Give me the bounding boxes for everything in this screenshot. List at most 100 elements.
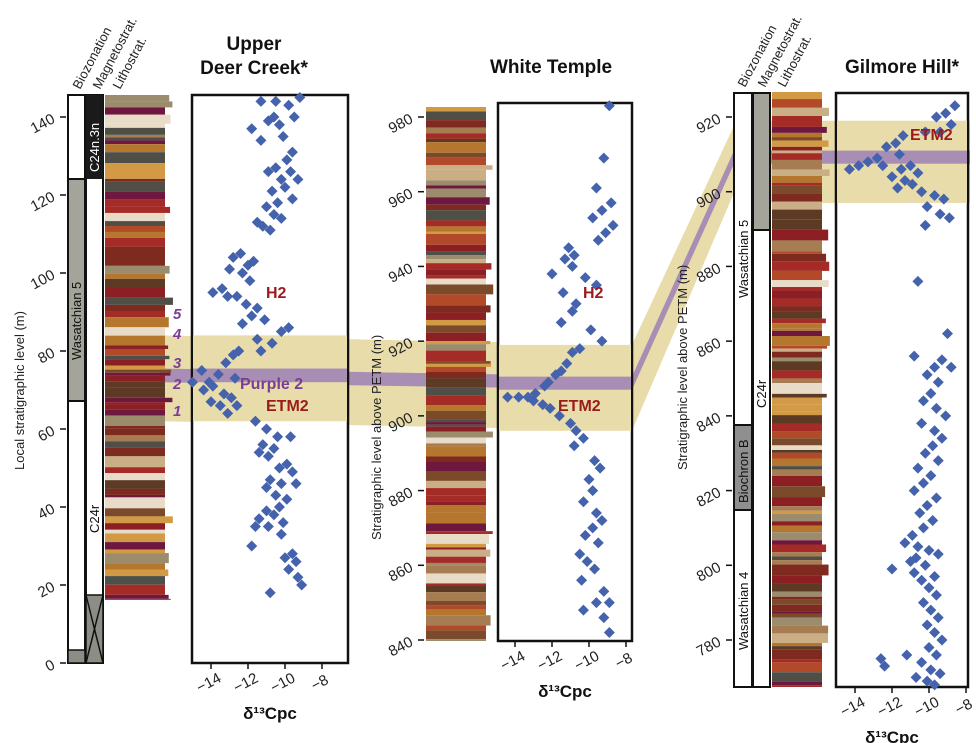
data-point xyxy=(261,201,272,213)
litho-wt-layer xyxy=(426,505,486,513)
data-point xyxy=(923,582,935,594)
litho-gh-layer xyxy=(772,556,822,561)
data-point xyxy=(285,166,297,178)
litho-gh-layer xyxy=(772,591,822,597)
data-point xyxy=(275,212,287,224)
litho-gh-layer xyxy=(772,452,822,459)
litho-udc-layer xyxy=(105,246,165,256)
data-point xyxy=(929,679,941,691)
data-point xyxy=(871,152,883,164)
litho-udc-layer xyxy=(105,365,165,370)
litho-wt-layer xyxy=(426,625,486,631)
data-point xyxy=(255,95,267,107)
data-point xyxy=(942,328,953,340)
data-point xyxy=(929,570,941,582)
litho-gh-layer xyxy=(772,521,822,526)
litho-udc-layer xyxy=(105,191,165,200)
data-point xyxy=(919,559,931,571)
data-point xyxy=(566,346,578,358)
data-point xyxy=(261,482,272,493)
data-point xyxy=(251,333,263,345)
data-point xyxy=(283,563,295,575)
data-point xyxy=(587,522,599,534)
data-point xyxy=(925,664,937,676)
udc-h2-label: H2 xyxy=(266,285,287,302)
data-point xyxy=(589,455,601,467)
udc-c24n-label: C24n.3n xyxy=(87,123,102,172)
data-point xyxy=(917,395,929,407)
litho-wt-layer xyxy=(426,120,486,128)
data-point xyxy=(906,178,918,190)
udc-magneto-column xyxy=(85,94,104,664)
litho-udc-layer xyxy=(105,508,165,517)
purple2-band-connector xyxy=(632,150,734,390)
data-point xyxy=(570,298,582,310)
data-point xyxy=(275,478,287,490)
litho-gh-layer xyxy=(772,240,822,252)
litho-udc-layer xyxy=(105,221,165,227)
data-point xyxy=(528,395,539,407)
litho-udc-layer xyxy=(105,467,165,474)
data-point xyxy=(930,589,942,601)
data-point xyxy=(273,462,285,474)
y-tick-label: 0 xyxy=(43,657,58,676)
litho-gh-layer xyxy=(772,642,822,647)
data-point xyxy=(912,275,924,287)
data-point xyxy=(583,473,595,485)
litho-gh-layer xyxy=(772,126,827,133)
data-point xyxy=(927,440,939,452)
litho-wt-layer xyxy=(426,138,486,143)
data-point xyxy=(231,400,243,412)
litho-gh-layer xyxy=(772,506,822,511)
litho-wt-layer xyxy=(426,471,486,481)
litho-wt-layer xyxy=(426,549,491,557)
data-point xyxy=(598,152,610,164)
litho-gh-layer xyxy=(772,469,822,476)
y-tick-label: 840 xyxy=(694,409,724,436)
y-tick-label: 780 xyxy=(694,634,724,661)
litho-wt-layer xyxy=(426,251,486,256)
data-point xyxy=(930,492,942,504)
litho-gh-layer xyxy=(772,280,829,288)
litho-gh-layer xyxy=(772,107,829,116)
data-point xyxy=(590,182,602,194)
data-point xyxy=(917,477,929,489)
data-point xyxy=(590,507,602,519)
udc-title-line2: Deer Creek* xyxy=(200,58,308,79)
data-point xyxy=(916,186,928,198)
data-point xyxy=(513,391,525,403)
x-tick-label: −8 xyxy=(612,650,635,673)
data-point xyxy=(936,432,948,444)
litho-wt-layer xyxy=(426,244,486,252)
litho-gh-layer xyxy=(772,150,822,154)
data-point xyxy=(544,402,556,414)
y-tick-label: 40 xyxy=(35,501,58,524)
litho-gh-layer xyxy=(772,393,827,398)
litho-gh-layer xyxy=(772,357,822,362)
y-tick-label: 960 xyxy=(386,185,416,212)
data-point xyxy=(561,358,573,370)
data-point xyxy=(281,493,293,505)
data-point xyxy=(275,173,287,185)
data-point xyxy=(921,675,933,687)
purple2-label: Purple 2 xyxy=(240,376,303,393)
data-point xyxy=(568,249,580,261)
litho-udc-layer xyxy=(105,101,173,108)
litho-udc-layer xyxy=(105,473,165,481)
data-point xyxy=(905,160,916,172)
y-tick-label: 860 xyxy=(386,559,416,586)
litho-wt-layer xyxy=(426,332,486,342)
data-point xyxy=(240,298,252,310)
litho-udc-layer xyxy=(105,584,165,595)
litho-gh-layer xyxy=(772,466,822,470)
data-point xyxy=(877,160,889,172)
data-point xyxy=(566,305,578,317)
litho-gh-layer xyxy=(772,378,822,384)
litho-wt-layer xyxy=(426,405,486,411)
litho-gh-layer xyxy=(772,270,822,281)
litho-gh-layer xyxy=(772,323,822,329)
x-axis-label: δ¹³Cpc xyxy=(865,728,919,743)
litho-udc-layer xyxy=(105,523,165,530)
litho-wt-layer xyxy=(426,269,486,276)
data-point xyxy=(262,450,274,462)
